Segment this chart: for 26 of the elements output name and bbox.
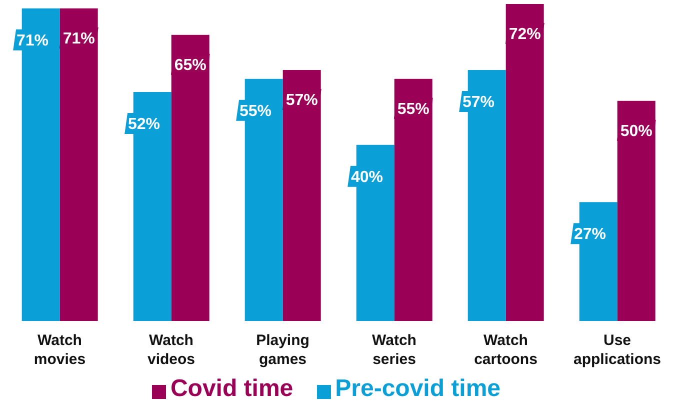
x-tick-label: Watch series	[372, 332, 416, 368]
data-label: 57%	[286, 92, 318, 110]
bar	[394, 78, 432, 321]
data-label: 55%	[239, 102, 272, 120]
bar	[617, 100, 656, 321]
data-label: 40%	[350, 168, 383, 186]
x-tick-label: Watch cartoons	[474, 332, 538, 368]
data-label: 55%	[397, 100, 430, 118]
data-label: 72%	[508, 26, 541, 43]
data-label: 50%	[620, 122, 652, 140]
x-tick-label: Watch movies	[34, 332, 86, 368]
data-label: 27%	[574, 226, 606, 244]
data-label: 71%	[62, 30, 95, 48]
bar	[171, 34, 210, 321]
legend-label: Covid time	[170, 375, 294, 402]
x-tick-label: Playing games	[256, 332, 310, 368]
data-label: 52%	[128, 116, 160, 134]
legend-label: Pre-covid time	[335, 375, 501, 402]
data-label: 57%	[462, 94, 494, 112]
bar	[506, 4, 544, 321]
x-tick-label: Use applications	[573, 332, 662, 368]
x-tick-label: Watch videos	[147, 332, 196, 368]
data-label: 71%	[16, 32, 48, 50]
data-label: 65%	[174, 56, 206, 74]
bar	[60, 8, 98, 321]
bar	[282, 70, 321, 321]
